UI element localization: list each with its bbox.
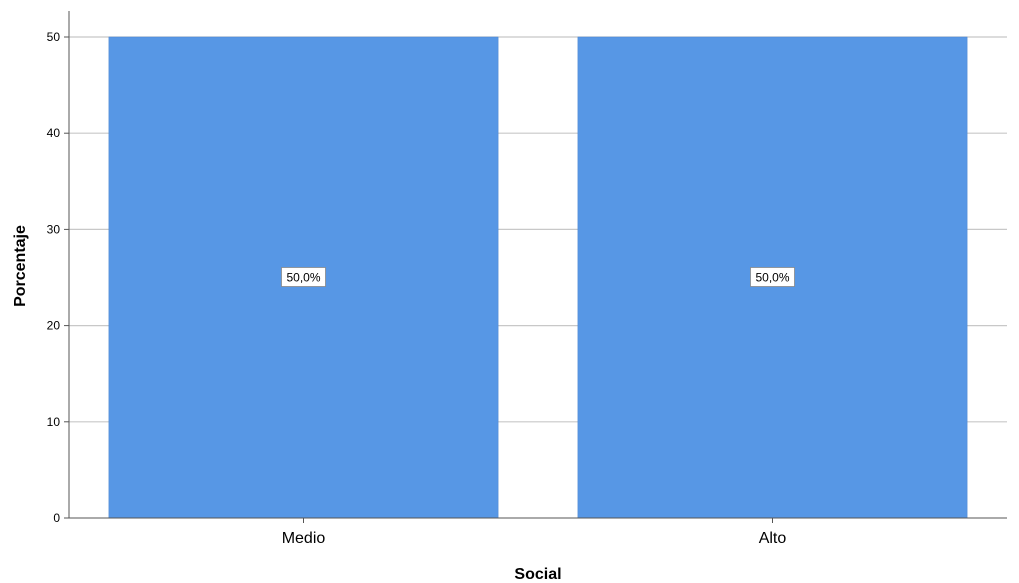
y-tick-label: 30 xyxy=(47,222,61,236)
x-tick-labels: Medio Alto xyxy=(282,518,787,547)
x-tick-label-alto: Alto xyxy=(759,530,787,547)
y-axis-title: Porcentaje xyxy=(12,225,29,307)
y-tick-label: 50 xyxy=(47,30,61,44)
y-tick-label: 20 xyxy=(47,319,61,333)
x-axis-title: Social xyxy=(514,566,561,583)
x-tick-label-medio: Medio xyxy=(282,530,326,547)
data-label-text: 50,0% xyxy=(286,271,320,285)
bars xyxy=(109,37,967,518)
data-label-text: 50,0% xyxy=(755,271,789,285)
y-tick-label: 40 xyxy=(47,126,61,140)
y-tick-label: 10 xyxy=(47,415,61,429)
data-label-medio: 50,0% xyxy=(282,268,326,287)
y-tick-label: 0 xyxy=(53,511,60,525)
data-label-alto: 50,0% xyxy=(751,268,795,287)
y-tick-labels: 0 10 20 30 40 50 xyxy=(47,30,69,525)
